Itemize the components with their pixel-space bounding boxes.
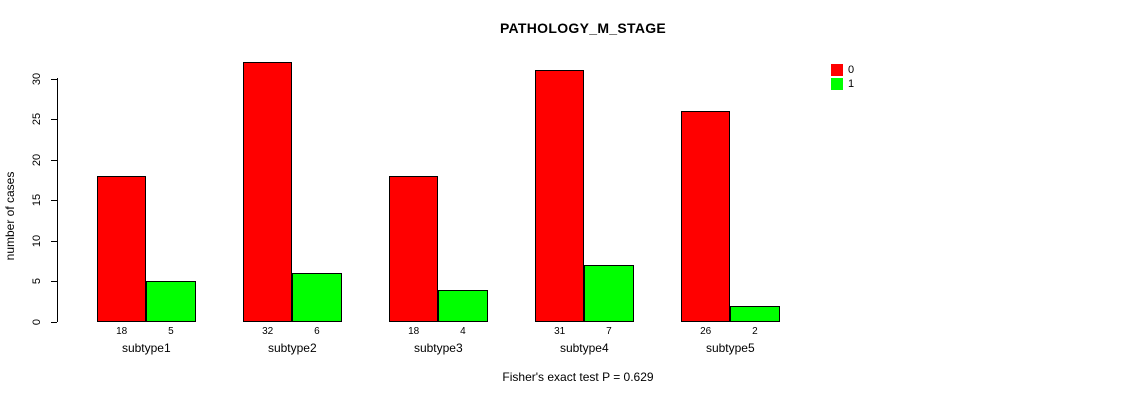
bar-value-subtype4-series-0: 31 [554, 326, 566, 337]
y-tick-label-5: 5 [31, 278, 43, 285]
bar-subtype1-series-0 [97, 175, 147, 322]
bar-value-subtype2-series-0: 32 [262, 326, 274, 337]
bar-subtype2-series-0 [243, 62, 293, 322]
bar-subtype4-series-1 [584, 265, 634, 322]
legend-label-1: 1 [848, 77, 855, 90]
category-label-subtype2: subtype2 [267, 341, 317, 355]
y-tick-label-25: 25 [31, 113, 43, 126]
fisher-test-annotation: Fisher's exact test P = 0.629 [502, 370, 654, 384]
bar-subtype1-series-1 [146, 281, 196, 322]
y-tick-mark-5 [51, 281, 57, 283]
bar-value-subtype5-series-1: 2 [752, 326, 758, 337]
legend-item-1: 1 [831, 77, 854, 90]
y-tick-label-15: 15 [31, 194, 43, 207]
bar-value-subtype5-series-0: 26 [700, 326, 712, 337]
y-axis-line [57, 78, 58, 322]
bar-value-subtype4-series-1: 7 [606, 326, 612, 337]
y-tick-label-30: 30 [31, 72, 43, 85]
y-tick-label-10: 10 [31, 234, 43, 247]
bar-subtype3-series-1 [438, 289, 488, 322]
y-axis-title: number of cases [3, 171, 17, 261]
legend-label-0: 0 [848, 63, 855, 76]
bar-subtype5-series-0 [681, 111, 731, 322]
category-label-subtype4: subtype4 [559, 341, 609, 355]
bar-value-subtype2-series-1: 6 [314, 326, 320, 337]
legend-item-0: 0 [831, 63, 854, 76]
bar-value-subtype3-series-0: 18 [408, 326, 420, 337]
bar-subtype5-series-1 [730, 305, 780, 322]
legend-swatch-0 [831, 63, 843, 76]
y-tick-label-0: 0 [31, 318, 43, 326]
bar-subtype2-series-1 [292, 273, 342, 322]
y-tick-mark-30 [51, 78, 57, 80]
bar-value-subtype1-series-1: 5 [168, 326, 174, 337]
category-label-subtype3: subtype3 [413, 341, 463, 355]
category-label-subtype5: subtype5 [705, 341, 755, 355]
chart-title: PATHOLOGY_M_STAGE [499, 20, 667, 36]
y-tick-mark-10 [51, 240, 57, 242]
y-tick-mark-15 [51, 200, 57, 202]
bar-subtype4-series-0 [535, 70, 585, 322]
y-tick-mark-25 [51, 119, 57, 121]
bar-subtype3-series-0 [389, 175, 439, 322]
category-label-subtype1: subtype1 [121, 341, 171, 355]
legend-swatch-1 [831, 77, 843, 90]
y-tick-label-20: 20 [31, 153, 43, 166]
bar-value-subtype3-series-1: 4 [460, 326, 466, 337]
bar-value-subtype1-series-0: 18 [116, 326, 128, 337]
y-tick-mark-0 [51, 322, 57, 323]
y-tick-mark-20 [51, 159, 57, 161]
